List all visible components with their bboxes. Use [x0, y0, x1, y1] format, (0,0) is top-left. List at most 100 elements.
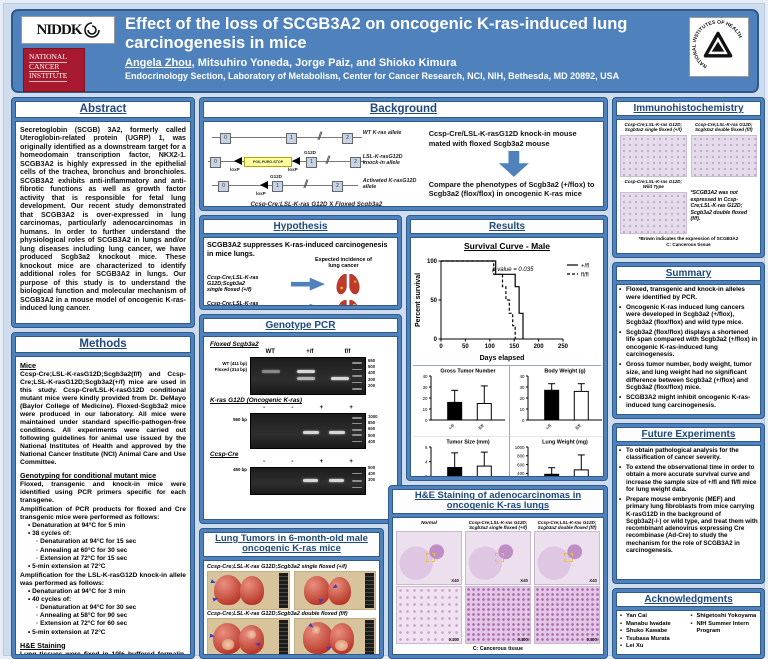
pcr-step: 40 cycles of: [28, 596, 186, 604]
gel-lane-label: - [291, 459, 294, 465]
cross-x: X [329, 200, 334, 207]
ladder-size: 400 [368, 471, 376, 477]
body-weight-chart: Body Weight (g) 0 10 20 30 40 +/fl fl/fl [510, 366, 603, 436]
niddk-swirl-icon [83, 22, 100, 38]
hypothesis-row-single-floxed: Ccsp-Cre;LSL-K-ras G12D;Scgb3a2 single f… [207, 272, 394, 296]
nih-seal-icon: NATIONAL INSTITUTES OF HEALTH [692, 20, 743, 70]
svg-text:800: 800 [517, 454, 525, 459]
svg-text:40: 40 [423, 374, 428, 379]
svg-text:20: 20 [520, 396, 525, 401]
g12d-label: G12D [304, 149, 317, 155]
he-col-label: Ccsp-Cre;LSL-K-ras G12D; Scgb3a2 double … [537, 519, 597, 531]
nci-logo: NATIONAL CANCER INSTITUTE [23, 48, 85, 92]
he-image-high-mag: X400 [465, 586, 531, 645]
hypothesis-panel: Hypothesis SCGB3A2 suppresses K-ras-indu… [199, 215, 402, 310]
magnification-label: X400 [448, 637, 459, 643]
cross-right: Floxed Scgb3a2 [335, 200, 383, 207]
ihc-note: *SCGB3A2 was not expressed in Ccsp-Cre;L… [690, 190, 748, 223]
abstract-heading: Abstract [15, 101, 191, 118]
ack-name: Shigetoshi Yokoyama [691, 613, 758, 621]
gel-lane-label: +/f [306, 349, 314, 355]
svg-text:fl/fl: fl/fl [574, 422, 582, 430]
svg-text:100: 100 [485, 344, 496, 350]
ihc-image-double-floxed [690, 135, 757, 177]
expected-lungs-many-tumors [338, 300, 358, 305]
svg-text:4: 4 [425, 459, 428, 464]
ihc-image-single-floxed [620, 135, 687, 177]
wt-allele-row: 0 1 ∥ 2 WT K-ras allele [208, 126, 425, 150]
genotype-pcr-heading: Genotype PCR [203, 318, 398, 333]
gel-title: Floxed Scgb3a2 [210, 341, 259, 348]
svg-text:10: 10 [520, 407, 525, 412]
gel-lane-label: - [263, 405, 266, 411]
niddk-logo: NIDDK [21, 16, 115, 44]
methods-he-heading: H&E Staining [20, 640, 66, 650]
svg-text:1000: 1000 [515, 445, 525, 450]
loxp-label: loxP [288, 166, 298, 172]
break-mark: ∥ [302, 178, 310, 188]
future-bullet: To obtain pathological analysis for the … [619, 447, 758, 462]
svg-text:Gross Tumor Number: Gross Tumor Number [440, 369, 496, 375]
lung-tumors-heading: Lung Tumors in 6-month-old male oncogeni… [203, 532, 380, 557]
methods-mice-text: Ccsp-Cre;LSL-K-rasG12D;Scgb3a2(f/f) and … [20, 370, 186, 466]
svg-text:6: 6 [425, 445, 428, 450]
methods-mice-heading: Mice [20, 360, 36, 370]
allele-label: Activated K-rasG12D allele [362, 177, 417, 190]
ack-name: Shuko Kawabe [620, 628, 687, 636]
ack-name: Yan Cai [620, 613, 687, 621]
loxp-triangle-icon [234, 156, 242, 165]
gel-image [250, 357, 366, 395]
abstract-text: Secretoglobin (SCGB) 3A2, formerly calle… [20, 125, 186, 313]
svg-text:0: 0 [425, 418, 428, 423]
exon-box: 1 [272, 180, 283, 192]
stop-cassette: PGK-PURO-STOP [244, 157, 292, 168]
ack-name: Lei Xu [620, 643, 687, 651]
summary-bullet: Gross tumor number, body weight, tumor s… [619, 361, 758, 391]
he-col-label: Normal [421, 519, 437, 525]
exon-box: 0 [218, 180, 229, 192]
pcr-step: Denaturation at 94°C for 3 min [28, 588, 186, 596]
ihc-caption-brown: *Brown indicates the expression of SCGB3… [638, 236, 739, 241]
exon-box: 2 [350, 156, 361, 168]
svg-text:20: 20 [423, 396, 428, 401]
exon-box: 1 [286, 132, 297, 144]
lung-photo [207, 617, 290, 654]
svg-text:Tumor Size (mm): Tumor Size (mm) [446, 440, 490, 446]
svg-text:150: 150 [509, 344, 520, 350]
svg-text:50: 50 [430, 298, 437, 304]
gel-title: Ccsp-Cre [210, 451, 239, 458]
magnification-label: X400 [517, 637, 528, 643]
exon-box: 0 [220, 132, 231, 144]
ihc-image-wild-type [620, 192, 687, 234]
allele-label: WT K-ras allele [362, 129, 402, 136]
exon-box: 2 [332, 180, 343, 192]
ack-name: Manabu Iwadate [620, 621, 687, 629]
svg-text:fl/fl: fl/fl [581, 273, 589, 279]
magnification-label: X40 [520, 578, 528, 584]
ladder-size: 500 [368, 364, 376, 370]
loxp-label: loxP [230, 166, 240, 172]
future-bullet: Prepare mouse embryonic (MEF) and primar… [619, 496, 758, 555]
pcr-step: 5-min extension at 72°C [28, 629, 186, 637]
methods-genotyping-heading: Genotyping for conditional mutant mice [20, 471, 157, 481]
he-image-high-mag: X400 [396, 586, 462, 645]
svg-text:2: 2 [425, 474, 428, 477]
break-mark: ∥ [316, 130, 324, 140]
pcr-step: Denaturation at 94°C for 30 sec [36, 604, 186, 612]
svg-text:Body Weight (g): Body Weight (g) [544, 369, 585, 375]
genotype-label: Ccsp-Cre;LSL-K-ras G12D;Scgb3a2 double f… [207, 300, 259, 306]
svg-text:50: 50 [462, 344, 469, 350]
gel-image [250, 413, 366, 449]
affiliation-line: Endocrinology Section, Laboratory of Met… [125, 70, 620, 81]
genotype-label: Ccsp-Cre;LSL-K-ras G12D;Scgb3a2 single f… [207, 274, 259, 294]
gel-image [250, 467, 366, 495]
svg-text:30: 30 [423, 385, 428, 390]
he-staining-heading: H&E Staining of adenocarcinomas in oncog… [392, 489, 604, 514]
svg-text:fl/fl: fl/fl [477, 422, 485, 430]
svg-text:0: 0 [522, 418, 525, 423]
summary-bullet: Oncogenic K-ras induced lung cancers wer… [619, 304, 758, 327]
ladder-size: 850 [368, 420, 376, 426]
exon-box: 1 [306, 156, 317, 168]
header-banner: NIDDK NATIONAL CANCER INSTITUTE Effect o… [11, 9, 759, 93]
lsl-allele-row: 0 PGK-PURO-STOP G12D 1 ∥ 2 loxP loxP LSL… [208, 150, 425, 174]
